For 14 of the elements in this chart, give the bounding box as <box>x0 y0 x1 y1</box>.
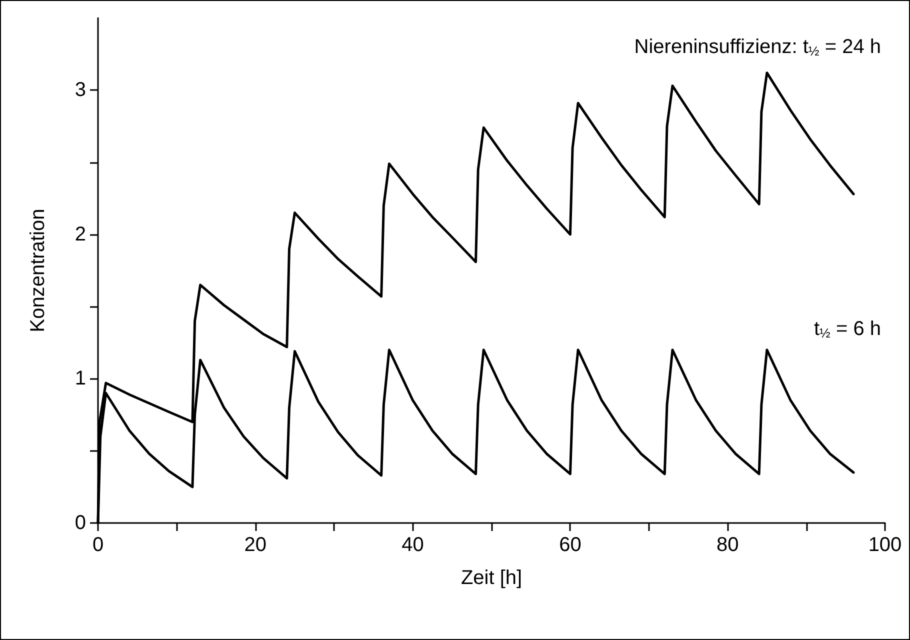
y-tick-label: 2 <box>74 223 86 246</box>
annotation: t½ = 6 h <box>814 318 882 340</box>
y-axis-title: Konzentration <box>27 208 49 332</box>
y-tick-label: 3 <box>74 79 86 102</box>
x-tick-label: 20 <box>244 534 267 556</box>
annotation: Niereninsuffizienz: t½ = 24 h <box>634 36 881 58</box>
x-tick-label: 80 <box>716 534 739 556</box>
x-tick-label: 40 <box>402 534 424 556</box>
x-axis-title: Zeit [h] <box>460 567 522 589</box>
y-tick-label: 0 <box>74 512 86 534</box>
x-tick-label: 100 <box>868 534 902 556</box>
y-tick-label: 1 <box>74 368 86 390</box>
x-tick-label: 0 <box>92 534 104 556</box>
x-tick-label: 60 <box>559 534 582 556</box>
